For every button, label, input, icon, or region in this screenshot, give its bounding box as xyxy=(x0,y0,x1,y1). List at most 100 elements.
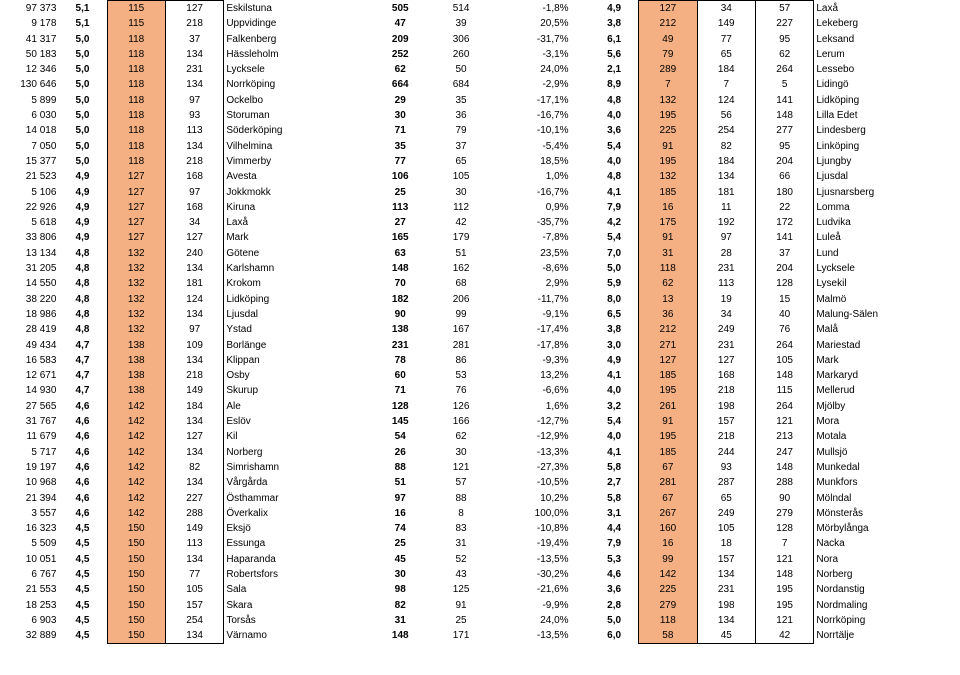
cell-num2: 53 xyxy=(431,368,492,383)
cell-name2: Munkfors xyxy=(814,475,960,490)
cell-rank2: 134 xyxy=(165,552,223,567)
cell-spacer xyxy=(571,628,590,644)
cell-name1: Krokom xyxy=(224,276,370,291)
cell-rank2: 97 xyxy=(165,93,223,108)
table-row: 18 9864,8132134Ljusdal9099-9,1%6,5363440… xyxy=(0,307,960,322)
cell-rank5: 90 xyxy=(755,491,813,506)
cell-rank3: 16 xyxy=(639,200,697,215)
cell-rank4: 181 xyxy=(697,185,755,200)
cell-spacer xyxy=(571,77,590,92)
cell-name2: Ljungby xyxy=(814,154,960,169)
cell-pop: 32 889 xyxy=(0,628,58,644)
cell-rank5: 288 xyxy=(755,475,813,490)
cell-pop: 14 930 xyxy=(0,383,58,398)
cell-val2: 3,8 xyxy=(590,16,639,31)
cell-rank3: 212 xyxy=(639,16,697,31)
cell-num1: 63 xyxy=(370,246,431,261)
cell-pct: 0,9% xyxy=(491,200,570,215)
cell-rank2: 240 xyxy=(165,246,223,261)
cell-num2: 99 xyxy=(431,307,492,322)
cell-pop: 5 106 xyxy=(0,185,58,200)
cell-spacer xyxy=(571,567,590,582)
cell-rank2: 134 xyxy=(165,628,223,644)
cell-rank1: 132 xyxy=(107,307,165,322)
table-row: 32 8894,5150134Värnamo148171-13,5%6,0584… xyxy=(0,628,960,644)
cell-pop: 10 968 xyxy=(0,475,58,490)
cell-val2: 4,1 xyxy=(590,445,639,460)
cell-rank4: 218 xyxy=(697,383,755,398)
cell-name2: Nora xyxy=(814,552,960,567)
cell-rank4: 18 xyxy=(697,536,755,551)
cell-spacer xyxy=(571,246,590,261)
table-row: 14 0185,0118113Söderköping7179-10,1%3,62… xyxy=(0,123,960,138)
table-row: 6 0305,011893Storuman3036-16,7%4,0195561… xyxy=(0,108,960,123)
cell-rank1: 142 xyxy=(107,460,165,475)
cell-num1: 47 xyxy=(370,16,431,31)
cell-rank4: 7 xyxy=(697,77,755,92)
cell-rank5: 115 xyxy=(755,383,813,398)
cell-name1: Överkalix xyxy=(224,506,370,521)
cell-num1: 231 xyxy=(370,338,431,353)
cell-val1: 5,0 xyxy=(58,154,107,169)
cell-rank2: 134 xyxy=(165,47,223,62)
cell-val1: 4,6 xyxy=(58,445,107,460)
cell-rank2: 37 xyxy=(165,32,223,47)
table-row: 12 6714,7138218Osby605313,2%4,1185168148… xyxy=(0,368,960,383)
table-row: 13 1344,8132240Götene635123,5%7,0312837L… xyxy=(0,246,960,261)
cell-name2: Malung-Sälen xyxy=(814,307,960,322)
cell-pct: 18,5% xyxy=(491,154,570,169)
cell-rank3: 79 xyxy=(639,47,697,62)
cell-num1: 106 xyxy=(370,169,431,184)
cell-num2: 62 xyxy=(431,429,492,444)
cell-rank3: 225 xyxy=(639,582,697,597)
cell-rank2: 149 xyxy=(165,383,223,398)
cell-val1: 4,6 xyxy=(58,429,107,444)
cell-num1: 16 xyxy=(370,506,431,521)
cell-pct: -12,9% xyxy=(491,429,570,444)
cell-name2: Malmö xyxy=(814,292,960,307)
cell-rank4: 149 xyxy=(697,16,755,31)
cell-spacer xyxy=(571,200,590,215)
cell-val2: 4,0 xyxy=(590,429,639,444)
cell-name2: Linköping xyxy=(814,139,960,154)
cell-rank4: 198 xyxy=(697,598,755,613)
cell-val1: 4,7 xyxy=(58,383,107,398)
cell-num2: 30 xyxy=(431,445,492,460)
cell-spacer xyxy=(571,506,590,521)
cell-rank5: 121 xyxy=(755,414,813,429)
cell-val1: 4,7 xyxy=(58,338,107,353)
cell-rank3: 212 xyxy=(639,322,697,337)
cell-rank1: 138 xyxy=(107,338,165,353)
cell-num1: 60 xyxy=(370,368,431,383)
cell-name2: Ljusdal xyxy=(814,169,960,184)
cell-spacer xyxy=(571,185,590,200)
cell-val2: 4,8 xyxy=(590,93,639,108)
cell-rank5: 195 xyxy=(755,598,813,613)
cell-pop: 18 986 xyxy=(0,307,58,322)
cell-num2: 57 xyxy=(431,475,492,490)
cell-name1: Norrköping xyxy=(224,77,370,92)
table-row: 16 3234,5150149Eksjö7483-10,8%4,41601051… xyxy=(0,521,960,536)
cell-pct: 100,0% xyxy=(491,506,570,521)
cell-rank3: 58 xyxy=(639,628,697,644)
table-row: 31 7674,6142134Eslöv145166-12,7%5,491157… xyxy=(0,414,960,429)
cell-num1: 26 xyxy=(370,445,431,460)
cell-rank4: 157 xyxy=(697,414,755,429)
cell-rank3: 195 xyxy=(639,108,697,123)
cell-val1: 4,8 xyxy=(58,276,107,291)
cell-pop: 41 317 xyxy=(0,32,58,47)
cell-num2: 162 xyxy=(431,261,492,276)
cell-rank5: 204 xyxy=(755,261,813,276)
cell-num1: 182 xyxy=(370,292,431,307)
cell-name2: Ljusnarsberg xyxy=(814,185,960,200)
cell-pct: -9,1% xyxy=(491,307,570,322)
cell-pct: -9,3% xyxy=(491,353,570,368)
cell-val1: 5,0 xyxy=(58,93,107,108)
cell-name2: Mullsjö xyxy=(814,445,960,460)
cell-val2: 5,0 xyxy=(590,613,639,628)
cell-num2: 25 xyxy=(431,613,492,628)
cell-num2: 42 xyxy=(431,215,492,230)
cell-val2: 8,0 xyxy=(590,292,639,307)
cell-pop: 12 671 xyxy=(0,368,58,383)
table-row: 130 6465,0118134Norrköping664684-2,9%8,9… xyxy=(0,77,960,92)
